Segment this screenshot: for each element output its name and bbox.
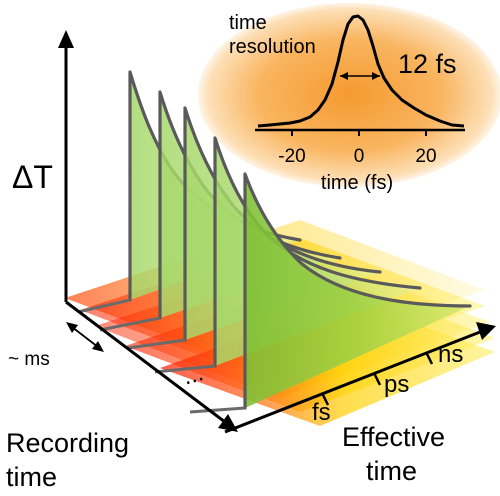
spacing-arrowhead-bottom: [92, 341, 104, 352]
spacing-arrow: [71, 326, 99, 348]
axes: [58, 30, 496, 434]
inset-panel: time resolution 12 fs -20 0 20 time (fs): [198, 3, 500, 194]
inset-tick-label-0: 0: [354, 146, 365, 167]
inset-fwhm-label: 12 fs: [398, 49, 457, 79]
tick-label-fs: fs: [312, 399, 331, 426]
inset-glow: [198, 3, 500, 187]
trace-base-2: [99, 316, 161, 332]
effective-time-label-line1: Effective: [342, 422, 445, 452]
tick-label-ns: ns: [438, 341, 463, 368]
effective-time-arrowhead: [476, 322, 496, 340]
trace-base-4: [154, 364, 216, 374]
inset-x-axis-label: time (fs): [321, 172, 393, 194]
spacing-label: ~ ms: [8, 349, 50, 370]
trace-base-3: [127, 338, 186, 350]
inset-tick-label-minus20: -20: [278, 146, 305, 167]
transient-traces: [77, 70, 472, 414]
inset-title-line1: time: [229, 12, 267, 34]
trace-base-5: [189, 406, 246, 414]
inset-fwhm-arrowhead-right: [372, 72, 380, 80]
trace-base-1: [77, 298, 131, 314]
trace-curve-5: [243, 172, 472, 410]
y-axis-label: ΔT: [12, 159, 53, 195]
recording-time-label-line2: time: [6, 462, 57, 492]
recording-time-label-line1: Recording: [6, 428, 129, 458]
effective-time-axis: [224, 330, 481, 434]
inset-title-line2: resolution: [229, 36, 316, 58]
tick-ps: [372, 372, 382, 386]
inset-peak-curve: [257, 14, 465, 128]
y-axis-arrowhead: [58, 30, 74, 48]
tick-fs: [320, 392, 330, 406]
effective-time-label-line2: time: [366, 456, 417, 486]
inset-fwhm-arrowhead-left: [340, 72, 348, 80]
inset-tick-label-20: 20: [415, 146, 436, 167]
tick-ns: [424, 351, 434, 365]
trace-fill-5: [245, 174, 470, 408]
tick-label-ps: ps: [384, 371, 409, 398]
spacing-arrowhead-top: [66, 322, 78, 333]
recording-time-axis: [65, 300, 226, 424]
